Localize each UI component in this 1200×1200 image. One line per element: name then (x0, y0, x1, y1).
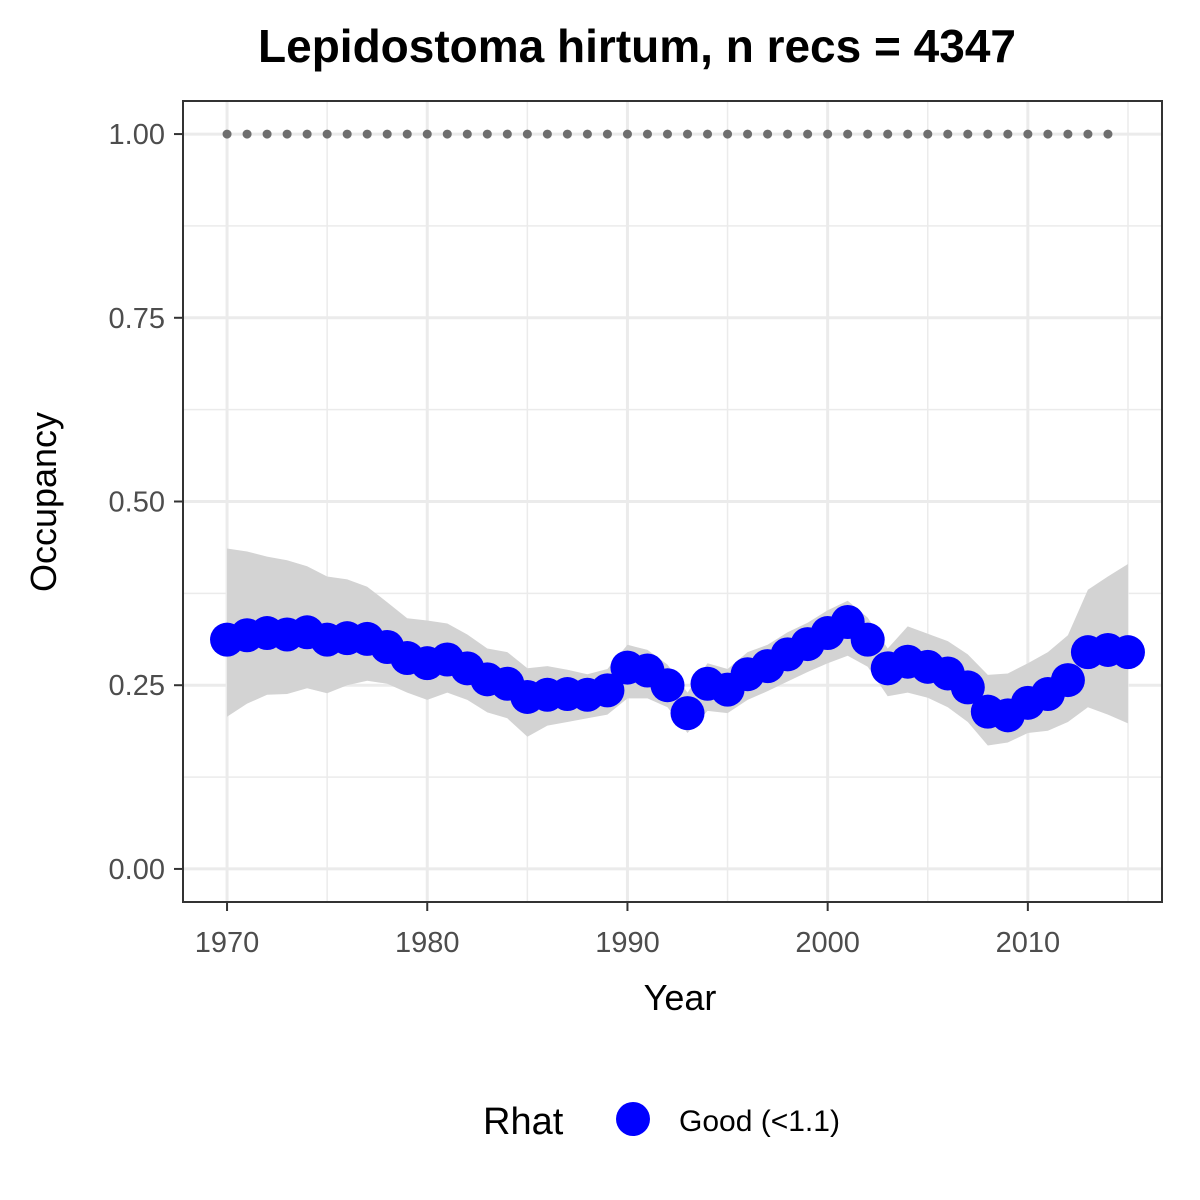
y-tick-label: 0.75 (109, 303, 165, 335)
points-layer (210, 605, 1145, 733)
reference-dot (1043, 129, 1053, 139)
reference-dot (262, 129, 272, 139)
chart-title: Lepidostoma hirtum, n recs = 4347 (258, 20, 1016, 72)
x-tick-label: 1980 (395, 927, 460, 959)
reference-dot (422, 129, 432, 139)
x-tick-label: 2010 (996, 927, 1061, 959)
x-axis: 1970 1980 1990 2000 2010 (195, 902, 1060, 959)
y-tick-label: 0.50 (109, 487, 165, 519)
y-tick-label: 1.00 (109, 119, 165, 151)
reference-dot (602, 129, 612, 139)
reference-dot (502, 129, 512, 139)
legend-title: Rhat (483, 1101, 564, 1143)
reference-dot (482, 129, 492, 139)
reference-dot (1063, 129, 1073, 139)
legend-label-good: Good (<1.1) (679, 1105, 840, 1138)
reference-dot (622, 129, 632, 139)
reference-dot (322, 129, 332, 139)
reference-dot (362, 129, 372, 139)
reference-dot (783, 129, 793, 139)
y-axis: 0.00 0.25 0.50 0.75 1.00 (109, 119, 183, 886)
reference-layer (222, 129, 1113, 139)
reference-dot (582, 129, 592, 139)
x-tick-label: 2000 (795, 927, 860, 959)
reference-dot (442, 129, 452, 139)
y-tick-label: 0.25 (109, 670, 165, 702)
reference-dot (723, 129, 733, 139)
reference-dot (943, 129, 953, 139)
reference-dot (703, 129, 713, 139)
y-tick-label: 0.00 (109, 854, 165, 886)
reference-dot (683, 129, 693, 139)
reference-dot (1023, 129, 1033, 139)
occupancy-point (950, 670, 985, 705)
reference-dot (662, 129, 672, 139)
reference-dot (302, 129, 312, 139)
reference-dot (763, 129, 773, 139)
reference-dot (542, 129, 552, 139)
reference-dot (1003, 129, 1013, 139)
reference-dot (803, 129, 813, 139)
occupancy-point (1110, 635, 1145, 670)
legend: Rhat Good (<1.1) (483, 1101, 840, 1143)
reference-dot (1083, 129, 1093, 139)
reference-dot (903, 129, 913, 139)
occupancy-point (590, 673, 625, 708)
reference-dot (1103, 129, 1113, 139)
reference-dot (743, 129, 753, 139)
reference-dot (242, 129, 252, 139)
occupancy-point (650, 668, 685, 703)
occupancy-point (850, 622, 885, 657)
reference-dot (562, 129, 572, 139)
reference-dot (222, 129, 232, 139)
reference-dot (923, 129, 933, 139)
y-axis-title: Occupancy (23, 412, 64, 592)
occupancy-point (670, 696, 705, 731)
x-tick-label: 1990 (595, 927, 660, 959)
reference-dot (883, 129, 893, 139)
plot-panel (182, 100, 1163, 903)
reference-dot (402, 129, 412, 139)
x-tick-label: 1970 (195, 927, 260, 959)
occupancy-point (1050, 663, 1085, 698)
reference-dot (823, 129, 833, 139)
reference-dot (863, 129, 873, 139)
reference-dot (462, 129, 472, 139)
reference-dot (983, 129, 993, 139)
reference-dot (963, 129, 973, 139)
reference-dot (382, 129, 392, 139)
reference-dot (522, 129, 532, 139)
reference-dot (843, 129, 853, 139)
reference-dot (282, 129, 292, 139)
reference-dot (642, 129, 652, 139)
legend-key-good (616, 1102, 650, 1136)
x-axis-title: Year (644, 977, 717, 1018)
reference-dot (342, 129, 352, 139)
